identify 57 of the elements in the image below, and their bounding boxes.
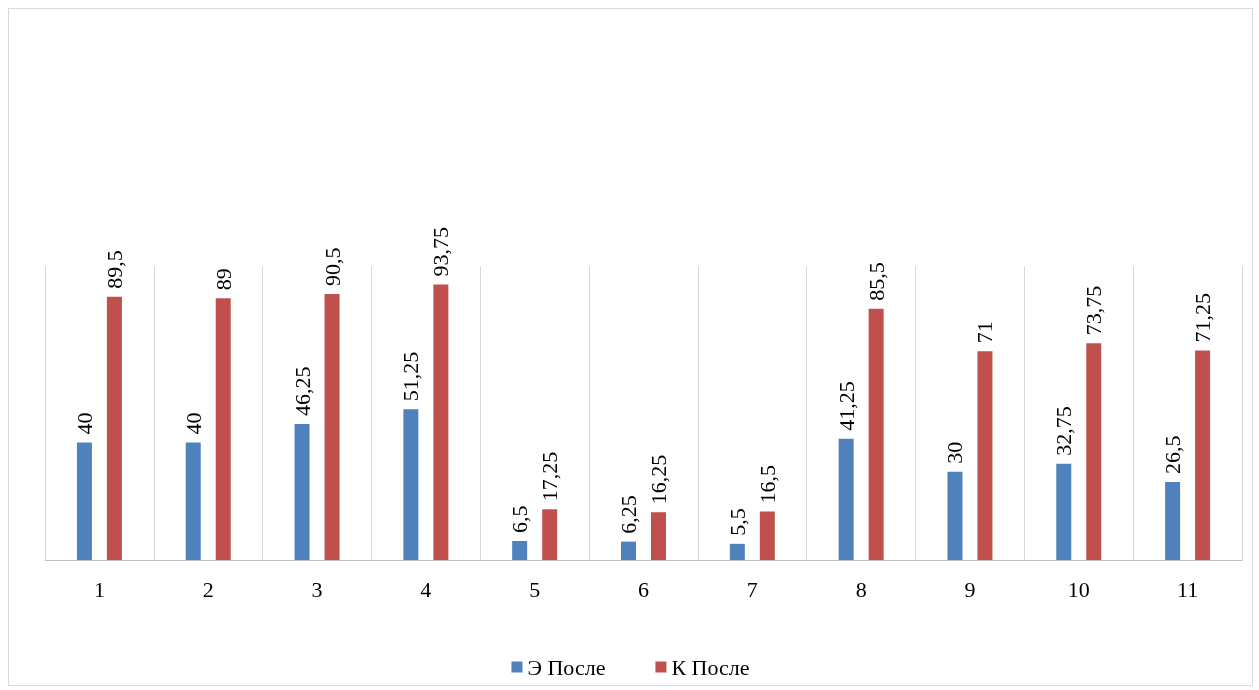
data-label: 85,5 <box>863 262 889 301</box>
x-tick-label: 2 <box>202 576 214 602</box>
bar <box>868 308 884 560</box>
data-label: 30 <box>942 441 968 464</box>
x-tick-label: 1 <box>93 576 105 602</box>
data-label: 73,75 <box>1081 285 1107 336</box>
bar <box>1165 482 1181 560</box>
data-label: 89,5 <box>101 250 127 289</box>
x-tick-label: 3 <box>311 576 323 602</box>
data-label: 16,25 <box>646 454 671 505</box>
data-label: 89 <box>210 268 236 291</box>
data-label: 40 <box>71 412 97 435</box>
x-tick-label: 4 <box>420 576 432 602</box>
bar <box>729 543 745 560</box>
data-label: 71 <box>972 321 998 344</box>
bar <box>1056 463 1072 560</box>
bar <box>977 351 993 560</box>
bar <box>1195 350 1211 560</box>
data-label: 17,25 <box>537 451 563 502</box>
x-tick-label: 11 <box>1177 576 1199 602</box>
data-label: 5,5 <box>724 508 750 536</box>
legend-label: Э После <box>527 654 606 680</box>
bar <box>838 438 854 560</box>
bar <box>512 540 528 560</box>
data-label: 16,5 <box>754 464 780 504</box>
data-label: 6,25 <box>616 495 641 534</box>
x-tick-label: 5 <box>529 576 541 602</box>
bar <box>76 442 92 560</box>
data-label: 51,25 <box>398 351 424 402</box>
bar <box>947 471 963 560</box>
data-label: 6,5 <box>507 505 533 533</box>
bar <box>759 511 775 560</box>
data-label: 90,5 <box>319 247 345 286</box>
bar <box>106 296 122 560</box>
data-label: 26,5 <box>1160 435 1186 475</box>
bar <box>621 541 636 560</box>
data-label: 41,25 <box>833 381 859 431</box>
bar <box>215 298 231 560</box>
legend-label: К После <box>671 654 750 680</box>
x-tick-label: 6 <box>638 576 649 602</box>
data-label: 46,25 <box>289 366 315 417</box>
bar <box>433 284 449 560</box>
data-label: 71,25 <box>1190 293 1216 343</box>
x-tick-label: 7 <box>746 576 758 602</box>
x-tick-label: 10 <box>1067 576 1090 602</box>
bar <box>294 424 310 560</box>
data-label: 93,75 <box>428 226 454 277</box>
data-label: 32,75 <box>1051 406 1077 456</box>
data-label: 40 <box>180 412 206 435</box>
bar <box>324 293 340 560</box>
bar <box>403 409 419 560</box>
x-tick-label: 9 <box>964 576 976 602</box>
bar <box>1086 343 1102 560</box>
bar <box>542 509 558 560</box>
bar <box>185 442 201 560</box>
x-tick-label: 8 <box>855 576 867 602</box>
bar <box>651 512 666 560</box>
